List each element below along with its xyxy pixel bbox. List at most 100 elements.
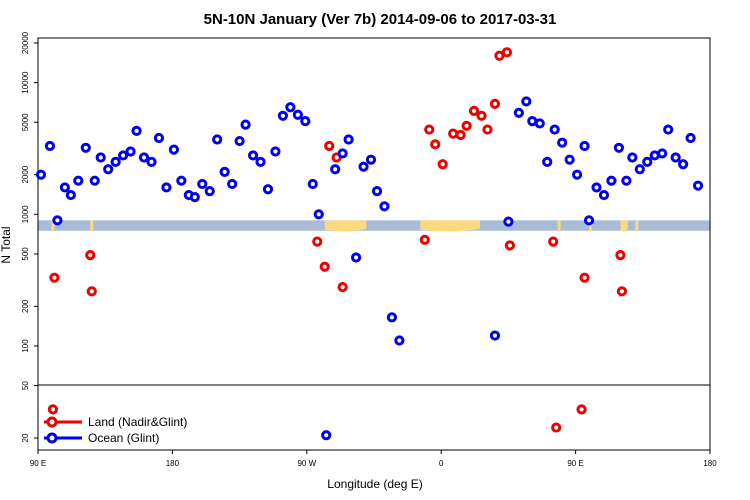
ocean-point [571,169,583,180]
ocean-point [371,186,383,197]
ocean-point [227,178,238,190]
ocean-point [657,148,668,159]
x-axis-label: Longitude (deg E) [327,477,422,491]
x-tick-label: 90 E [30,459,46,468]
ocean-point [52,215,63,226]
land-segment [90,220,94,232]
y-tick-label: 500 [21,247,30,261]
ocean-point [513,107,524,118]
ocean-point [110,156,121,168]
legend: Land (Nadir&Glint) Ocean (Glint) [44,415,187,445]
ocean-point [197,178,208,190]
land-segment [324,220,367,232]
ocean-point [277,110,289,121]
ocean-point [583,215,595,226]
land-point [579,272,590,283]
ocean-point [131,125,142,136]
ocean-point [125,146,136,157]
land-segment [420,220,481,232]
ocean-point [89,175,100,186]
ocean-point [534,118,545,129]
ocean-point [212,134,223,145]
land-segment [620,220,628,232]
ocean-point [176,175,187,186]
ocean-point [321,430,332,441]
ocean-point [503,216,514,227]
ocean-point [489,330,501,341]
land-point [616,286,627,297]
land-point [476,110,487,121]
ocean-point [247,150,259,161]
ocean-point [557,137,568,148]
ocean-point [146,156,157,168]
ocean-point [285,102,296,113]
y-tick-label: 1000 [21,205,30,223]
ocean-point [343,134,354,145]
y-tick-label: 10000 [21,71,30,94]
ocean-point [692,180,704,191]
chart-title: 5N-10N January (Ver 7b) 2014-09-06 to 20… [204,11,557,28]
y-tick-label: 2000 [21,165,30,183]
ocean-point [44,140,56,152]
ocean-point [542,156,553,168]
ocean-point [627,152,638,163]
ocean-point [300,116,311,127]
land-point [504,240,515,251]
ocean-point [168,144,179,155]
land-point [85,249,96,261]
land-point [468,105,480,117]
land-point [501,47,513,58]
ocean-point [634,164,645,175]
x-tick-label: 180 [703,459,717,468]
land-point [319,261,330,272]
ocean-point [262,184,274,195]
ocean-point [598,189,610,201]
land-point [49,272,60,283]
ocean-point [255,156,266,168]
land-point [312,236,323,247]
ocean-point [663,124,674,135]
y-axis-label: N Total [0,226,13,263]
ocean-point [613,142,625,153]
ocean-point [564,154,575,165]
ocean-point [95,152,106,163]
land-point [86,286,97,297]
ocean-point [358,161,369,172]
ocean-point [549,124,560,135]
legend-land-label: Land (Nadir&Glint) [88,415,187,429]
land-point [324,140,335,152]
ocean-point [394,335,405,346]
ocean-point [118,150,129,161]
land-point [47,404,59,415]
ocean-point [678,159,689,170]
y-tick-label: 50 [21,381,30,390]
land-point [548,236,559,247]
legend-ocean-label: Ocean (Glint) [88,431,159,445]
plot-area: 20 50 100 200 500 1000 2000 5000 10000 20000 90 E 1… [21,31,717,468]
ocean-point [59,182,70,193]
land-point [430,139,441,150]
ocean-point [204,186,215,197]
y-tick-label: 20 [21,433,30,442]
y-tick-label: 200 [21,299,30,313]
x-tick-label: 90 E [567,459,583,468]
ocean-point [365,154,377,165]
ocean-point [337,148,348,159]
ocean-band [38,220,710,231]
land-point [455,129,466,141]
ocean-point [606,175,617,186]
ocean-point [350,252,362,263]
ocean-point [521,96,532,107]
ocean-point [642,156,653,168]
land-point [461,120,472,131]
x-tick-label: 90 W [297,459,316,468]
ocean-point [219,166,230,177]
ocean-point [307,178,318,190]
land-point [437,159,448,170]
x-tick-label: 0 [439,459,444,468]
land-point [576,404,587,415]
land-point [615,249,626,261]
ocean-point [270,146,281,157]
